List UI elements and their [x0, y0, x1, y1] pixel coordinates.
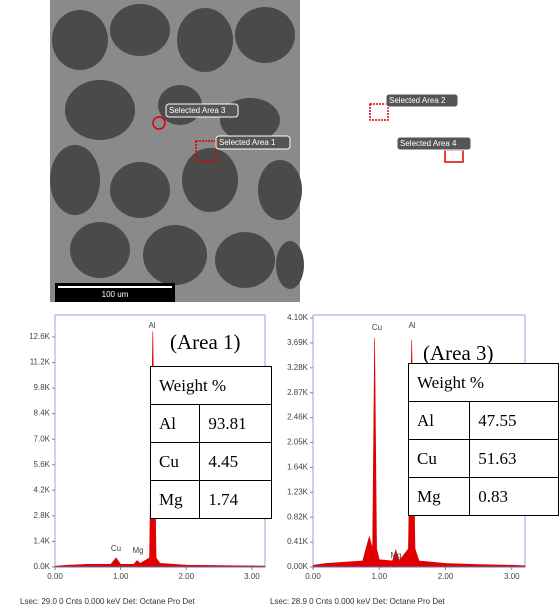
- sem-label: Selected Area 1: [219, 138, 276, 147]
- peak-label: Mg: [390, 551, 401, 560]
- y-tick-label: 8.4K: [34, 409, 51, 418]
- peak-label: Cu: [111, 544, 121, 553]
- y-tick-label: 3.69K: [287, 338, 309, 347]
- x-tick-label: 2.00: [178, 572, 194, 581]
- cell: 4.45: [200, 443, 272, 481]
- cell: 0.83: [470, 478, 559, 516]
- peak-label: Cu: [372, 323, 382, 332]
- footer: Lsec: 28.9 0 Cnts 0.000 keV Det: Octane …: [270, 597, 446, 606]
- cell: 93.81: [200, 405, 272, 443]
- y-tick-label: 7.0K: [34, 434, 51, 443]
- sem-image: Selected Area 3 Selected Area 2 Selected…: [50, 0, 471, 302]
- scale-bar-label: 100 um: [102, 290, 129, 299]
- y-tick-label: 0.0K: [34, 562, 51, 571]
- y-tick-label: 12.6K: [29, 332, 51, 341]
- y-tick-label: 11.2K: [30, 358, 51, 367]
- x-tick-label: 3.00: [244, 572, 260, 581]
- cell: Al: [151, 405, 200, 443]
- y-tick-label: 1.64K: [287, 463, 309, 472]
- sem-label: Selected Area 2: [389, 96, 446, 105]
- y-tick-label: 3.28K: [287, 363, 309, 372]
- y-tick-label: 2.8K: [34, 511, 51, 520]
- cell: 1.74: [200, 481, 272, 519]
- cell: Cu: [409, 440, 470, 478]
- sem-label: Selected Area 3: [169, 106, 226, 115]
- x-tick-label: 2.00: [438, 572, 454, 581]
- footer: Lsec: 29.0 0 Cnts 0.000 keV Det: Octane …: [20, 597, 196, 606]
- y-tick-label: 0.82K: [287, 512, 309, 521]
- y-tick-label: 1.4K: [34, 537, 51, 546]
- y-tick-label: 2.05K: [287, 438, 309, 447]
- cell: 51.63: [470, 440, 559, 478]
- peak-label: Al: [148, 321, 155, 330]
- y-tick-label: 2.87K: [287, 388, 309, 397]
- page: Selected Area 3 Selected Area 2 Selected…: [0, 0, 559, 607]
- y-tick-label: 9.8K: [34, 383, 51, 392]
- x-tick-label: 1.00: [371, 572, 387, 581]
- peak-label: Al: [408, 321, 415, 330]
- area-label: (Area 1): [170, 330, 241, 355]
- table-header: Weight %: [409, 364, 559, 402]
- y-tick-label: 4.10K: [287, 313, 309, 322]
- cell: Cu: [151, 443, 200, 481]
- peak-label: Mg: [132, 546, 143, 555]
- cell: 47.55: [470, 402, 559, 440]
- y-tick-label: 0.00K: [287, 562, 309, 571]
- y-tick-label: 2.46K: [287, 413, 309, 422]
- area-marker: [370, 104, 388, 120]
- cell: Al: [409, 402, 470, 440]
- y-tick-label: 1.23K: [287, 487, 309, 496]
- x-tick-label: 3.00: [504, 572, 520, 581]
- x-tick-label: 0.00: [305, 572, 321, 581]
- y-tick-label: 4.2K: [34, 485, 51, 494]
- x-tick-label: 0.00: [47, 572, 63, 581]
- table-header: Weight %: [151, 367, 272, 405]
- cell: Mg: [409, 478, 470, 516]
- y-tick-label: 5.6K: [34, 460, 51, 469]
- cell: Mg: [151, 481, 200, 519]
- y-tick-label: 0.41K: [287, 537, 309, 546]
- x-tick-label: 1.00: [113, 572, 129, 581]
- sem-label: Selected Area 4: [400, 139, 457, 148]
